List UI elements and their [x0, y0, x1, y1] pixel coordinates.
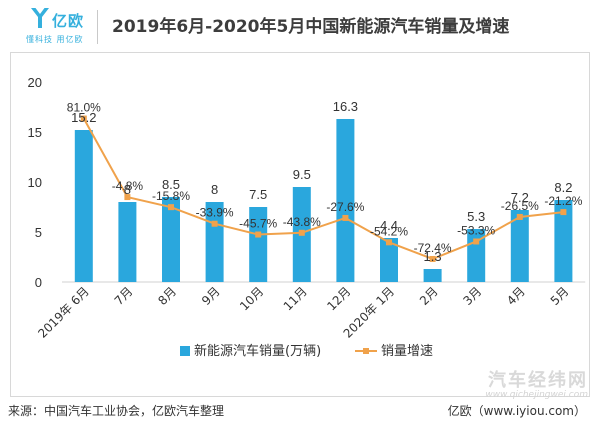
legend-label-growth: 销量增速	[381, 344, 433, 359]
growth-marker	[473, 238, 480, 245]
growth-marker	[560, 209, 567, 216]
watermark-url: www.qichejingwei.com	[485, 390, 588, 400]
y-tick-label: 20	[28, 75, 42, 90]
bar	[554, 200, 573, 282]
bar-value-label: 9.5	[293, 167, 311, 182]
bar-value-label: 5.3	[467, 209, 485, 224]
growth-marker	[211, 220, 218, 227]
logo[interactable]: 亿欧 懂科技 用亿欧	[18, 6, 88, 46]
legend-marker-growth	[363, 348, 369, 354]
x-tick-label: 5月	[548, 284, 572, 308]
chart-title: 2019年6月-2020年5月中国新能源汽车销量及增速	[112, 17, 510, 37]
x-tick-label: 7月	[112, 284, 136, 308]
logo-tagline: 懂科技 用亿欧	[26, 35, 84, 44]
x-tick-label: 8月	[155, 284, 179, 308]
bar	[423, 269, 442, 282]
growth-value-label: 81.0%	[67, 101, 101, 115]
legend-swatch-sales	[180, 346, 190, 356]
bar	[162, 197, 180, 282]
growth-marker	[80, 115, 87, 122]
growth-value-label: -53.3%	[457, 223, 495, 237]
bar-value-label: 8	[211, 182, 218, 197]
watermark-name: 汽车经纬网	[488, 370, 588, 391]
bar-value-label: 8	[124, 182, 131, 197]
y-tick-label: 5	[35, 225, 42, 240]
growth-value-label: -4.8%	[112, 179, 144, 193]
bar-value-label: 1.3	[424, 249, 442, 264]
y-tick-label: 10	[28, 175, 42, 190]
growth-value-label: -43.8%	[283, 215, 321, 229]
x-tick-label: 10月	[237, 284, 266, 313]
logo-y-icon	[31, 8, 49, 28]
bar-value-label: 16.3	[333, 99, 358, 114]
growth-marker	[516, 213, 523, 220]
legend-label-sales: 新能源汽车销量(万辆)	[194, 343, 321, 359]
x-tick-label: 2019年 6月	[35, 284, 92, 341]
growth-line	[82, 118, 564, 261]
growth-marker	[255, 231, 262, 238]
growth-value-label: -54.2%	[370, 224, 408, 238]
growth-marker	[342, 214, 349, 221]
bar-value-label: 7.5	[249, 187, 267, 202]
growth-value-label: -27.6%	[326, 200, 364, 214]
watermark: 汽车经纬网 www.qichejingwei.com	[485, 366, 588, 400]
x-tick-label: 11月	[281, 284, 310, 313]
x-tick-label: 9月	[199, 284, 223, 308]
growth-value-label: -72.4%	[414, 241, 452, 255]
bar-value-label: 15.2	[71, 110, 96, 125]
logo-name: 亿欧	[52, 12, 85, 30]
bar-value-label: 7.2	[511, 190, 529, 205]
x-tick-label: 3月	[461, 284, 485, 308]
x-tick-label: 4月	[504, 284, 528, 308]
x-tick-label: 12月	[324, 284, 353, 313]
growth-value-label: -26.5%	[501, 199, 539, 213]
y-tick-label: 15	[28, 125, 42, 140]
growth-value-label: -45.7%	[239, 217, 277, 231]
bar	[380, 238, 398, 282]
bar	[336, 119, 355, 282]
bar	[118, 202, 137, 282]
bar-value-label: 8.2	[554, 180, 572, 195]
bar	[74, 130, 93, 282]
footer-brand: 亿欧（www.iyiou.com）	[447, 404, 586, 418]
source-note: 来源：中国汽车工业协会，亿欧汽车整理	[8, 404, 225, 418]
bar-value-label: 8.5	[162, 177, 180, 192]
header: 亿欧 懂科技 用亿欧 2019年6月-2020年5月中国新能源汽车销量及增速	[0, 0, 600, 52]
growth-marker	[429, 255, 436, 262]
growth-marker	[168, 204, 174, 211]
growth-marker	[124, 194, 131, 201]
y-tick-label: 0	[35, 275, 42, 290]
growth-value-label: -15.8%	[152, 189, 190, 203]
growth-marker	[298, 229, 305, 236]
growth-value-label: -21.2%	[544, 194, 582, 208]
bar	[510, 210, 529, 282]
header-divider	[97, 10, 98, 44]
bar	[249, 207, 268, 282]
bar-value-label: 4.4	[380, 218, 398, 233]
x-tick-label: 2月	[417, 284, 441, 308]
growth-marker	[386, 239, 392, 246]
growth-value-label: -33.9%	[196, 206, 234, 220]
